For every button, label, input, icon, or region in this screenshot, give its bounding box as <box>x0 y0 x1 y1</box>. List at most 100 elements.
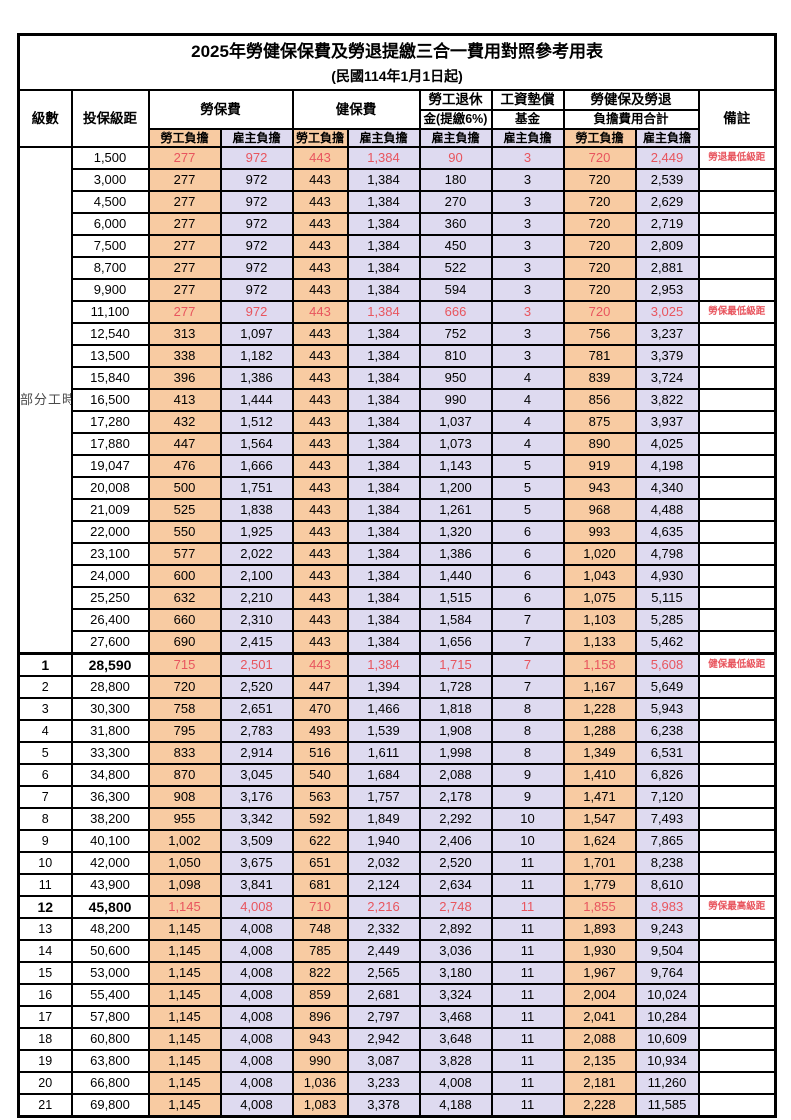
labor-employee-cell: 550 <box>147 520 222 544</box>
labor-employer-cell: 4,008 <box>219 1027 294 1051</box>
header-wage-fund-employer: 雇主負擔 <box>490 128 565 148</box>
total-employer-cell: 7,865 <box>634 829 700 853</box>
bracket-cell: 23,100 <box>70 542 150 566</box>
remark-cell <box>697 344 777 368</box>
remark-cell <box>697 1049 777 1073</box>
premium-reference-table: 2025年勞健保保費及勞退提繳三合一費用對照參考用表 (民國114年1月1日起)… <box>17 33 778 1118</box>
labor-employee-cell: 525 <box>147 498 222 522</box>
total-employer-cell: 9,764 <box>634 961 700 985</box>
table-row: 部分工時 1,500 277 972 443 1,384 90 3 720 2,449 勞退最低級距 <box>17 146 777 655</box>
health-employer-cell: 2,216 <box>346 895 421 919</box>
total-employer-cell: 5,608 <box>634 652 700 677</box>
header-labor-employee: 勞工負擔 <box>147 128 222 148</box>
bracket-cell: 50,600 <box>70 939 150 963</box>
health-employer-cell: 1,384 <box>346 278 421 302</box>
remark-cell <box>697 322 777 346</box>
labor-employer-cell: 972 <box>219 256 294 280</box>
wage-fund-cell: 4 <box>490 432 565 456</box>
health-employee-cell: 1,036 <box>291 1071 349 1095</box>
health-employer-cell: 2,449 <box>346 939 421 963</box>
bracket-cell: 19,047 <box>70 454 150 478</box>
pension-cell: 1,998 <box>418 741 493 765</box>
table-row: 27,600 690 2,415 443 1,384 1,656 7 1,133 5,462 <box>19 630 777 655</box>
level-cell: 6 <box>17 763 73 787</box>
bracket-cell: 38,200 <box>70 807 150 831</box>
table-row: 13 48,200 1,145 4,008 748 2,332 2,892 11 1,893 9,… <box>17 917 777 941</box>
labor-employee-cell: 277 <box>147 190 222 214</box>
remark-cell <box>697 454 777 478</box>
table-row: 9,900 277 972 443 1,384 594 3 720 2,953 <box>19 278 777 302</box>
labor-employee-cell: 833 <box>147 741 222 765</box>
total-employee-cell: 1,288 <box>562 719 637 743</box>
labor-employer-cell: 972 <box>219 300 294 324</box>
total-employer-cell: 2,953 <box>634 278 700 302</box>
header-pension-line1: 勞工退休 <box>418 89 493 111</box>
labor-employer-cell: 3,176 <box>219 785 294 809</box>
remark-cell <box>697 432 777 456</box>
health-employer-cell: 3,233 <box>346 1071 421 1095</box>
total-employer-cell: 11,585 <box>634 1093 700 1118</box>
pension-cell: 3,180 <box>418 961 493 985</box>
health-employee-cell: 443 <box>291 278 349 302</box>
pension-cell: 1,320 <box>418 520 493 544</box>
remark-cell <box>697 807 777 831</box>
total-employee-cell: 1,855 <box>562 895 637 919</box>
pension-cell: 1,386 <box>418 542 493 566</box>
bracket-cell: 4,500 <box>70 190 150 214</box>
wage-fund-cell: 11 <box>490 983 565 1007</box>
bracket-cell: 31,800 <box>70 719 150 743</box>
bracket-cell: 15,840 <box>70 366 150 390</box>
health-employer-cell: 3,087 <box>346 1049 421 1073</box>
remark-cell <box>697 675 777 699</box>
header-row-1: 級數 投保級距 勞保費 健保費 勞工退休 工資墊償 勞健保及勞退 備註 <box>17 89 777 148</box>
total-employer-cell: 2,881 <box>634 256 700 280</box>
labor-employer-cell: 2,914 <box>219 741 294 765</box>
health-employer-cell: 1,849 <box>346 807 421 831</box>
table-row: 22,000 550 1,925 443 1,384 1,320 6 993 4,635 <box>19 520 777 544</box>
labor-employer-cell: 1,925 <box>219 520 294 544</box>
table-row: 21,009 525 1,838 443 1,384 1,261 5 968 4,488 <box>19 498 777 522</box>
wage-fund-cell: 7 <box>490 608 565 632</box>
table-row: 14 50,600 1,145 4,008 785 2,449 3,036 11 1,930 9,… <box>17 939 777 963</box>
remark-cell <box>697 586 777 610</box>
total-employee-cell: 1,103 <box>562 608 637 632</box>
labor-employee-cell: 908 <box>147 785 222 809</box>
remark-cell <box>697 256 777 280</box>
labor-employee-cell: 1,145 <box>147 1049 222 1073</box>
pension-cell: 1,818 <box>418 697 493 721</box>
labor-employee-cell: 277 <box>147 146 222 170</box>
header-row-3: 勞工負擔 雇主負擔 勞工負擔 雇主負擔 雇主負擔 雇主負擔 勞工負擔 雇主負擔 <box>19 128 776 148</box>
pension-cell: 90 <box>418 146 493 170</box>
bracket-cell: 16,500 <box>70 388 150 412</box>
table-row: 15,840 396 1,386 443 1,384 950 4 839 3,724 <box>19 366 777 390</box>
total-employee-cell: 993 <box>562 520 637 544</box>
labor-employee-cell: 277 <box>147 300 222 324</box>
labor-employee-cell: 870 <box>147 763 222 787</box>
total-employee-cell: 1,779 <box>562 873 637 897</box>
header-labor-insurance: 勞保費 <box>147 89 294 130</box>
health-employee-cell: 470 <box>291 697 349 721</box>
wage-fund-cell: 6 <box>490 542 565 566</box>
total-employee-cell: 1,701 <box>562 851 637 875</box>
labor-employer-cell: 1,097 <box>219 322 294 346</box>
table-row: 7,500 277 972 443 1,384 450 3 720 2,809 <box>19 234 777 258</box>
pension-cell: 2,292 <box>418 807 493 831</box>
total-employee-cell: 720 <box>562 168 637 192</box>
table-row: 10 42,000 1,050 3,675 651 2,032 2,520 11 1,701 8,… <box>17 851 777 875</box>
remark-cell <box>697 1027 777 1051</box>
table-row: 18 60,800 1,145 4,008 943 2,942 3,648 11 2,088 10… <box>17 1027 777 1051</box>
remark-cell <box>697 763 777 787</box>
header-level: 級數 <box>17 89 73 148</box>
header-row-2: 金(提繳6%) 基金 負擔費用合計 <box>19 109 776 130</box>
wage-fund-cell: 3 <box>490 300 565 324</box>
pension-cell: 2,634 <box>418 873 493 897</box>
health-employee-cell: 443 <box>291 322 349 346</box>
table-row: 25,250 632 2,210 443 1,384 1,515 6 1,075 5,115 <box>19 586 777 610</box>
total-employer-cell: 4,340 <box>634 476 700 500</box>
health-employee-cell: 443 <box>291 234 349 258</box>
health-employee-cell: 447 <box>291 675 349 699</box>
labor-employer-cell: 2,415 <box>219 630 294 655</box>
total-employer-cell: 5,462 <box>634 630 700 655</box>
header-remark: 備註 <box>697 89 777 148</box>
labor-employer-cell: 4,008 <box>219 895 294 919</box>
